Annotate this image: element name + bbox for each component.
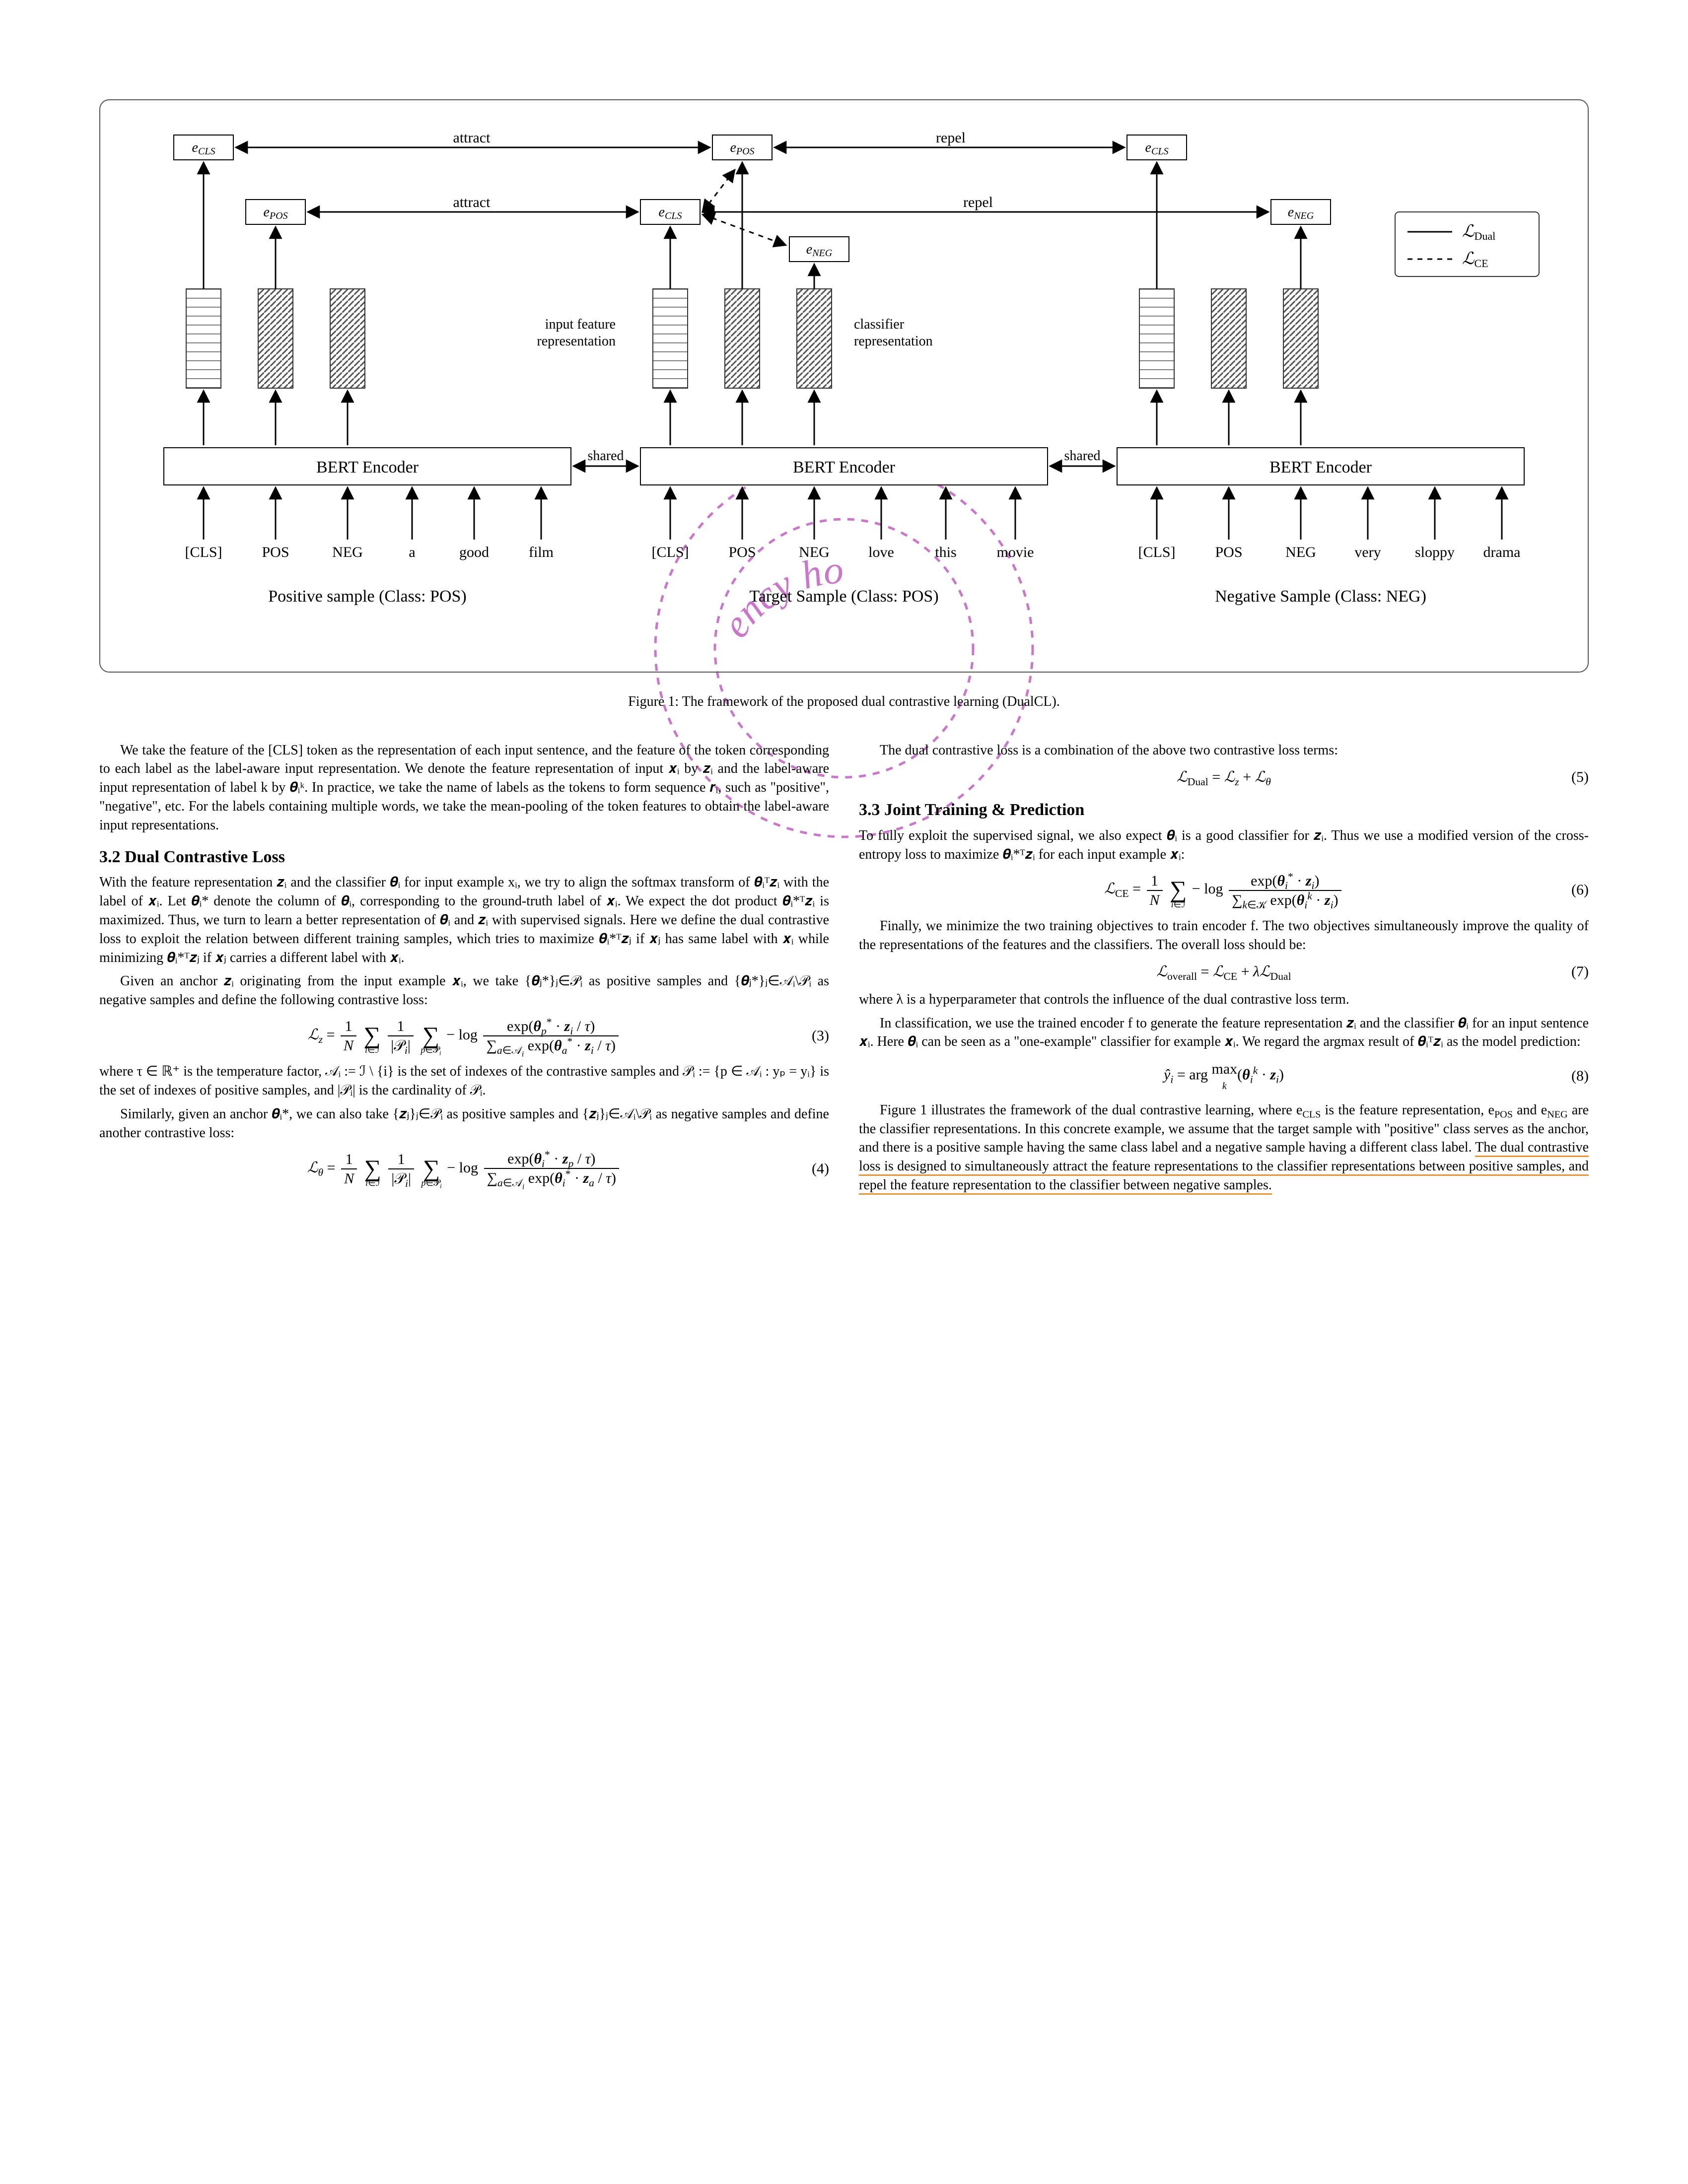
para-3e: In classification, we use the trained en… — [859, 1014, 1589, 1052]
body-columns: We take the feature of the [CLS] token a… — [99, 741, 1589, 1198]
svg-text:NEG: NEG — [799, 544, 830, 560]
svg-text:Negative Sample (Class: NEG): Negative Sample (Class: NEG) — [1215, 587, 1426, 606]
para-2c: where τ ∈ ℝ⁺ is the temperature factor, … — [99, 1062, 829, 1100]
svg-text:[CLS]: [CLS] — [1138, 544, 1176, 560]
svg-text:NEG: NEG — [332, 544, 363, 560]
para-3a: The dual contrastive loss is a combinati… — [859, 741, 1589, 760]
svg-text:POS: POS — [262, 544, 289, 560]
para-3c: Finally, we minimize the two training ob… — [859, 917, 1589, 955]
svg-text:[CLS]: [CLS] — [652, 544, 689, 560]
para-3d: where λ is a hyperparameter that control… — [859, 990, 1589, 1009]
svg-text:NEG: NEG — [1285, 544, 1316, 560]
svg-text:a: a — [409, 544, 415, 560]
svg-text:very: very — [1354, 544, 1381, 560]
para-3f: Figure 1 illustrates the framework of th… — [859, 1101, 1589, 1195]
svg-text:shared: shared — [587, 448, 624, 464]
svg-text:love: love — [868, 544, 894, 560]
svg-text:classifierrepresentation: classifierrepresentation — [854, 317, 933, 349]
legend: ℒDual ℒCE — [1395, 212, 1539, 276]
svg-text:shared: shared — [1064, 448, 1100, 464]
svg-text:attract: attract — [453, 130, 491, 146]
svg-text:drama: drama — [1483, 544, 1521, 560]
equation-7: ℒoverall = ℒCE + λℒDual (7) — [859, 962, 1589, 982]
svg-text:repel: repel — [963, 194, 993, 210]
para-2a: With the feature representation 𝒛ᵢ and t… — [99, 873, 829, 967]
svg-text:POS: POS — [1215, 544, 1242, 560]
svg-text:BERT Encoder: BERT Encoder — [1269, 458, 1372, 477]
equation-5: ℒDual = ℒz + ℒθ (5) — [859, 767, 1589, 788]
svg-text:Positive sample (Class: POS): Positive sample (Class: POS) — [268, 587, 467, 606]
equation-4: ℒθ = 1N ∑i∈ℐ 1|𝒫i| ∑p∈𝒫i − log exp(θi* ·… — [99, 1151, 829, 1187]
para-1: We take the feature of the [CLS] token a… — [99, 741, 829, 835]
svg-text:[CLS]: [CLS] — [185, 544, 222, 560]
svg-text:movie: movie — [997, 544, 1034, 560]
figure-1-box: ℒDual ℒCE eCLS ePOS B — [99, 99, 1589, 673]
para-2b: Given an anchor 𝒛ᵢ originating from the … — [99, 972, 829, 1010]
svg-text:attract: attract — [453, 194, 491, 210]
svg-text:sloppy: sloppy — [1415, 544, 1455, 560]
svg-text:POS: POS — [728, 544, 756, 560]
svg-text:BERT Encoder: BERT Encoder — [316, 458, 419, 477]
svg-text:repel: repel — [936, 130, 966, 146]
svg-text:good: good — [459, 544, 489, 560]
para-3b: To fully exploit the supervised signal, … — [859, 826, 1589, 864]
figure-1-diagram: ℒDual ℒCE eCLS ePOS B — [120, 115, 1568, 636]
svg-text:BERT Encoder: BERT Encoder — [793, 458, 896, 477]
svg-text:Target Sample (Class: POS): Target Sample (Class: POS) — [749, 587, 938, 606]
equation-6: ℒCE = 1N ∑i∈ℐ − log exp(θi* · zi) ∑k∈𝒦 e… — [859, 872, 1589, 908]
equation-3: ℒz = 1N ∑i∈ℐ 1|𝒫i| ∑p∈𝒫i − log exp(θp* ·… — [99, 1018, 829, 1054]
heading-3-2: 3.2 Dual Contrastive Loss — [99, 846, 829, 869]
svg-text:film: film — [529, 544, 554, 560]
heading-3-3: 3.3 Joint Training & Prediction — [859, 799, 1589, 821]
svg-text:this: this — [935, 544, 956, 560]
figure-1-caption: Figure 1: The framework of the proposed … — [99, 692, 1589, 711]
equation-8: ŷi = arg maxk(θik · zi) (8) — [859, 1059, 1589, 1093]
svg-text:input featurerepresentation: input featurerepresentation — [537, 317, 616, 349]
para-2d: Similarly, given an anchor 𝜽ᵢ*, we can a… — [99, 1105, 829, 1143]
